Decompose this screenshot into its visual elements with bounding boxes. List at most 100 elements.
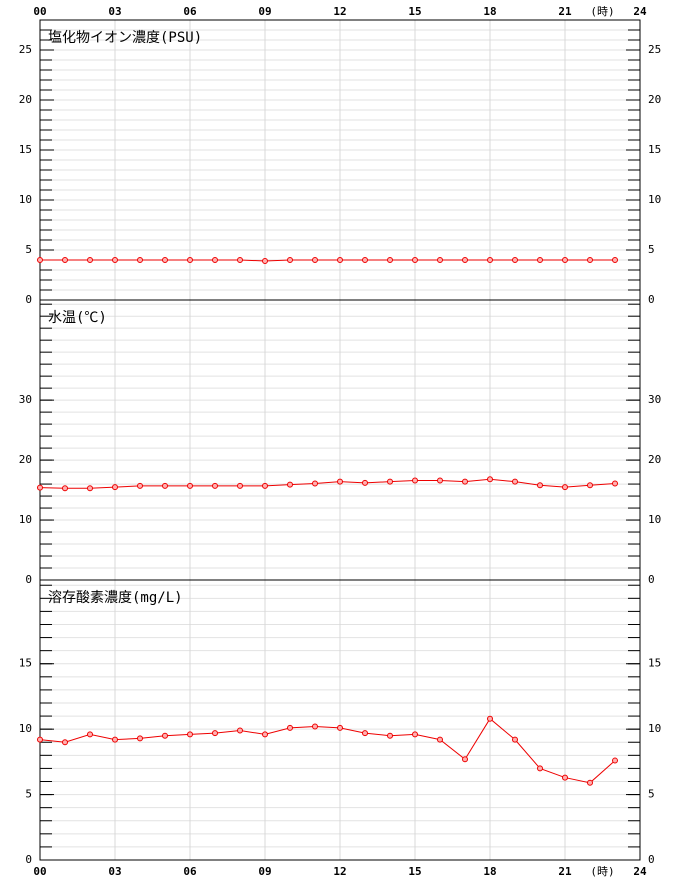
y-tick-label: 5: [25, 788, 32, 801]
data-point: [537, 257, 543, 263]
panel-title: 水温(℃): [48, 310, 107, 326]
x-tick-label: 21: [558, 865, 572, 878]
data-point: [87, 731, 93, 738]
y-tick-label: 30: [19, 393, 32, 406]
data-point: [262, 482, 268, 489]
data-point: [562, 484, 568, 491]
data-point: [537, 482, 543, 489]
data-point: [87, 257, 93, 263]
x-tick-label: 21: [558, 5, 572, 18]
x-tick-label: 18: [483, 5, 496, 18]
y-tick-label: 15: [19, 657, 32, 670]
data-point: [187, 731, 193, 738]
y-tick-label: 20: [648, 453, 661, 466]
y-tick-label: 20: [648, 93, 661, 106]
data-point: [362, 479, 368, 486]
data-point: [312, 723, 318, 730]
x-axis-label: (時): [590, 865, 614, 878]
data-point: [462, 756, 468, 763]
x-tick-label: 12: [333, 5, 346, 18]
data-point: [562, 774, 568, 781]
y-tick-label: 0: [25, 853, 32, 866]
x-tick-label: 18: [483, 865, 496, 878]
data-line: [39, 478, 616, 489]
x-tick-label: 00: [33, 865, 46, 878]
y-tick-label: 0: [25, 293, 32, 306]
x-tick-label: 15: [408, 5, 421, 18]
data-point: [262, 731, 268, 738]
x-tick-label: 00: [33, 5, 46, 18]
data-point: [137, 735, 143, 742]
data-point: [387, 732, 393, 739]
data-point: [212, 482, 218, 489]
data-point: [437, 736, 443, 743]
x-tick-label: 15: [408, 865, 421, 878]
data-point: [237, 727, 243, 734]
data-point: [437, 257, 443, 263]
data-point: [112, 736, 118, 743]
data-point: [337, 478, 343, 485]
data-point: [512, 736, 518, 743]
data-point: [462, 478, 468, 485]
data-point: [112, 484, 118, 491]
x-tick-label: 09: [258, 865, 271, 878]
data-point: [187, 257, 193, 263]
data-point: [137, 482, 143, 489]
data-point: [362, 257, 368, 263]
data-point: [87, 485, 93, 492]
y-tick-label: 0: [25, 573, 32, 586]
data-line: [40, 259, 615, 262]
data-point: [412, 257, 418, 263]
data-point: [437, 477, 443, 484]
x-tick-label: 09: [258, 5, 271, 18]
y-tick-label: 0: [648, 573, 655, 586]
data-point: [287, 257, 293, 263]
data-point: [162, 482, 168, 489]
data-point: [612, 757, 618, 764]
data-point: [262, 258, 268, 264]
x-axis-label: (時): [590, 5, 614, 18]
data-point: [537, 765, 543, 772]
y-tick-label: 30: [648, 393, 661, 406]
y-tick-label: 20: [19, 453, 32, 466]
data-point: [212, 257, 218, 263]
panel-title: 溶存酸素濃度(mg/L): [48, 590, 183, 606]
x-tick-label: 06: [183, 5, 197, 18]
y-tick-label: 5: [648, 243, 655, 256]
data-point: [237, 257, 243, 263]
data-point: [287, 481, 293, 488]
y-tick-label: 25: [648, 43, 661, 56]
data-point: [412, 477, 418, 484]
y-tick-label: 5: [25, 243, 32, 256]
data-point: [212, 730, 218, 737]
data-point: [612, 257, 618, 263]
data-point: [37, 257, 43, 263]
data-point: [62, 257, 68, 263]
data-point: [312, 480, 318, 487]
y-tick-label: 5: [648, 788, 655, 801]
y-tick-label: 25: [19, 43, 32, 56]
y-tick-label: 15: [19, 143, 32, 156]
data-point: [62, 739, 68, 746]
data-point: [512, 257, 518, 263]
data-point: [487, 257, 493, 263]
data-point: [587, 482, 593, 489]
data-point: [562, 257, 568, 263]
x-tick-label: 06: [183, 865, 197, 878]
data-point: [487, 476, 493, 483]
data-point: [612, 480, 618, 487]
data-point: [387, 257, 393, 263]
data-point: [112, 257, 118, 263]
data-point: [137, 257, 143, 263]
x-tick-label: 03: [108, 5, 121, 18]
data-point: [462, 257, 468, 263]
y-tick-label: 10: [19, 193, 32, 206]
y-tick-label: 10: [648, 513, 661, 526]
data-point: [37, 484, 43, 491]
data-point: [337, 724, 343, 731]
data-point: [162, 257, 168, 263]
y-tick-label: 20: [19, 93, 32, 106]
x-tick-label: 24: [633, 5, 647, 18]
y-tick-label: 10: [648, 722, 661, 735]
